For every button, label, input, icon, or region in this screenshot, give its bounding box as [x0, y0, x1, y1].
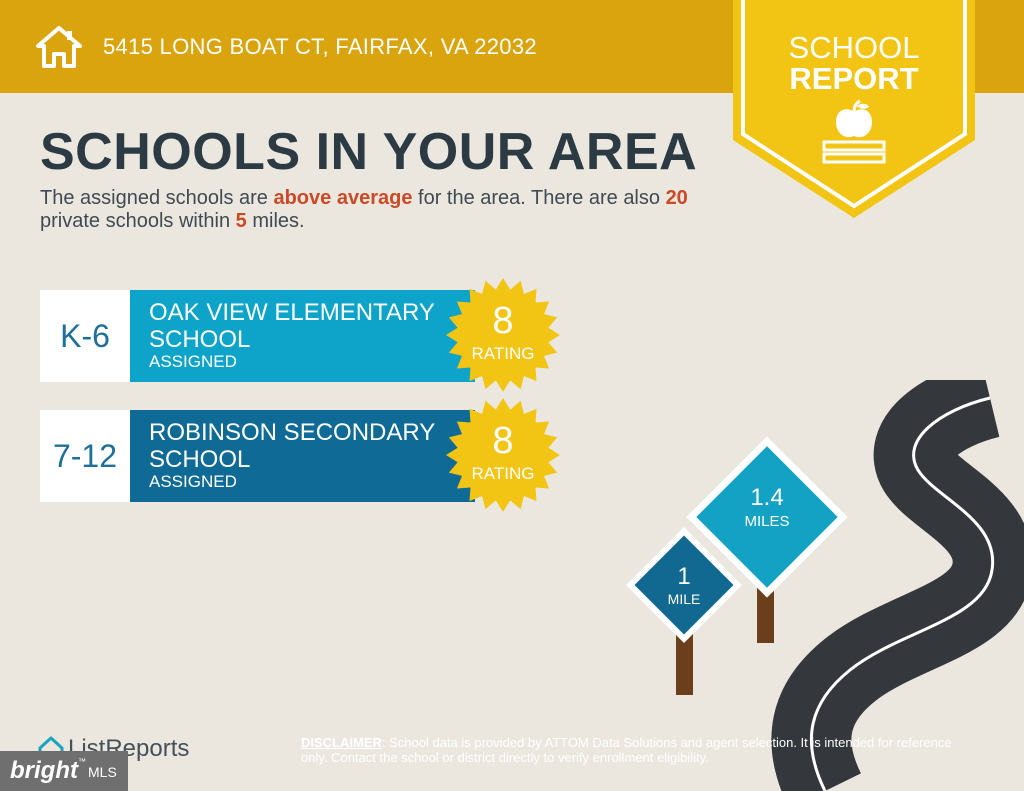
school-info: OAK VIEW ELEMENTARY SCHOOL ASSIGNED [130, 290, 475, 382]
school-status: ASSIGNED [149, 472, 237, 491]
sign-1-unit: MILE [667, 591, 701, 607]
page-title: SCHOOLS IN YOUR AREA [40, 123, 698, 181]
home-icon [36, 26, 82, 68]
mls-brand: bright [10, 757, 78, 784]
disclaimer-label: DISCLAIMER [301, 735, 382, 750]
disclaimer: DISCLAIMER: School data is provided by A… [301, 735, 981, 765]
school-row: 7-12 ROBINSON SECONDARY SCHOOL ASSIGNED … [40, 398, 560, 512]
property-address: 5415 LONG BOAT CT, FAIRFAX, VA 22032 [103, 34, 537, 59]
grade-range: 7-12 [40, 410, 130, 502]
intro-text: The assigned schools are above average f… [40, 187, 688, 232]
school-row: K-6 OAK VIEW ELEMENTARY SCHOOL ASSIGNED … [40, 278, 560, 392]
badge-line-2: REPORT [789, 61, 919, 96]
rating-label: RATING [471, 464, 535, 483]
rating-value: 8 [492, 300, 514, 342]
apple-on-books-icon [822, 99, 886, 164]
bright-mls-watermark: bright ™ MLS [0, 751, 128, 791]
rating-value: 8 [492, 420, 514, 462]
sign-1-value: 1 [677, 563, 691, 590]
sign-2-value: 1.4 [750, 484, 784, 511]
radius-miles: 5 [235, 210, 247, 232]
mls-label: MLS [88, 764, 117, 780]
rating-label: RATING [471, 344, 535, 363]
school-status: ASSIGNED [149, 352, 237, 371]
mls-trademark: ™ [78, 757, 86, 766]
private-school-count: 20 [665, 187, 688, 209]
rating-seal-icon [446, 398, 560, 512]
road-illustration [626, 380, 1024, 791]
badge-line-1: SCHOOL [788, 30, 920, 65]
above-average-highlight: above average [273, 187, 413, 209]
school-name: OAK VIEW ELEMENTARY SCHOOL [149, 299, 435, 353]
school-info: ROBINSON SECONDARY SCHOOL ASSIGNED [130, 410, 475, 502]
grade-range: K-6 [40, 290, 130, 382]
sign-post [676, 630, 693, 695]
sign-2-unit: MILES [744, 513, 790, 530]
disclaimer-text: : School data is provided by ATTOM Data … [301, 735, 952, 765]
rating-seal-icon [446, 278, 560, 392]
school-name: ROBINSON SECONDARY SCHOOL [149, 419, 435, 473]
